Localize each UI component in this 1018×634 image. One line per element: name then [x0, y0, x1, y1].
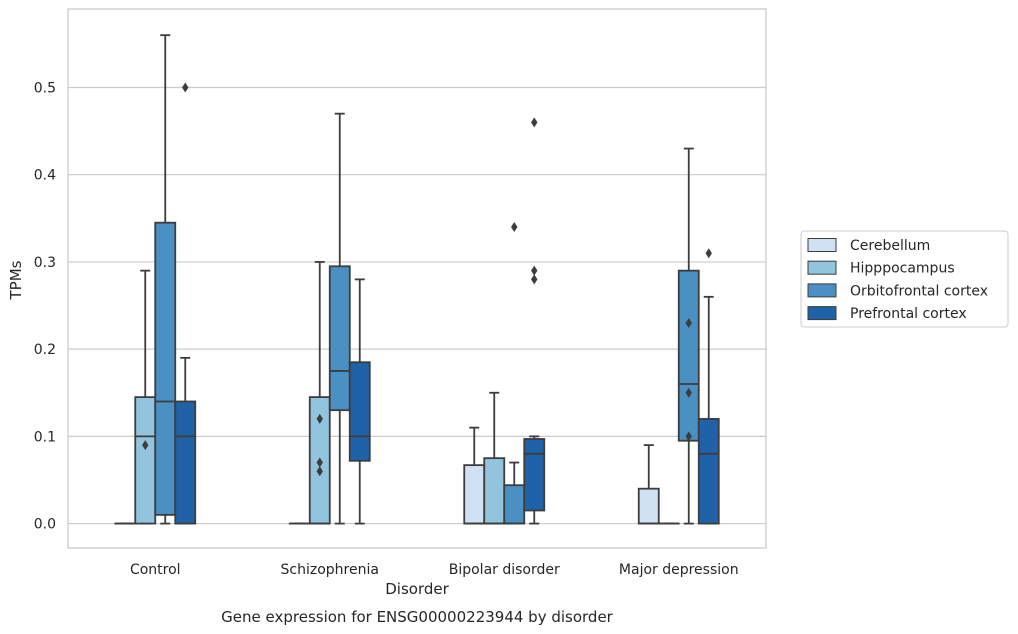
- x-tick-label: Schizophrenia: [281, 562, 379, 578]
- outlier-point: [531, 265, 538, 276]
- outlier-point: [685, 431, 692, 442]
- box-iqr: [154, 221, 177, 516]
- y-axis-ticks: 0.0 0.1 0.2 0.3 0.4 0.5: [34, 80, 56, 532]
- outlier-point: [685, 317, 692, 328]
- outlier-point: [316, 466, 323, 477]
- box-iqr: [328, 265, 351, 412]
- legend-label: Prefrontal cortex: [850, 306, 967, 322]
- outlier-point: [531, 274, 538, 285]
- outlier-point: [705, 248, 712, 259]
- box-orbitofrontal-cortex: [328, 112, 351, 525]
- box-cerebellum: [463, 426, 486, 525]
- outlier-point: [316, 457, 323, 468]
- y-tick-label: 0.2: [34, 342, 56, 358]
- box-prefrontal-cortex: [697, 248, 720, 525]
- box-hipppocampus: [483, 391, 506, 525]
- box-prefrontal-cortex: [348, 278, 371, 525]
- box-iqr: [677, 269, 700, 442]
- legend-swatch: [807, 306, 837, 321]
- x-tick-label: Control: [130, 562, 181, 578]
- box-orbitofrontal-cortex: [154, 34, 177, 525]
- legend-swatch: [807, 260, 837, 275]
- box-orbitofrontal-cortex: [503, 222, 526, 525]
- y-tick-label: 0.4: [34, 168, 56, 184]
- legend-swatch: [807, 283, 837, 298]
- box-iqr: [637, 487, 660, 525]
- y-tick-label: 0.3: [34, 255, 56, 271]
- plot-area-frame: [67, 8, 767, 549]
- box-iqr: [503, 484, 526, 525]
- box-iqr: [483, 457, 506, 525]
- outlier-point: [316, 413, 323, 424]
- box-iqr: [697, 418, 720, 525]
- x-axis-title: Disorder: [385, 580, 449, 598]
- y-tick-label: 0.0: [34, 517, 56, 533]
- x-tick-label: Bipolar disorder: [449, 562, 560, 578]
- box-series: [114, 34, 720, 525]
- x-axis-ticks: Control Schizophrenia Bipolar disorder Majo…: [130, 562, 739, 578]
- box-iqr: [174, 400, 197, 525]
- x-tick-label: Major depression: [619, 562, 739, 578]
- box-iqr: [348, 361, 371, 462]
- outlier-point: [142, 440, 149, 451]
- y-axis-title: TPMs: [7, 260, 25, 300]
- legend: Cerebellum Hipppocampus Orbitofrontal cort…: [800, 230, 1009, 328]
- legend-label: Hipppocampus: [850, 261, 955, 277]
- box-prefrontal-cortex: [523, 117, 546, 525]
- box-iqr: [463, 464, 486, 525]
- legend-label: Cerebellum: [850, 238, 930, 254]
- chart-title: Gene expression for ENSG00000223944 by d…: [221, 608, 614, 626]
- box-iqr: [523, 438, 546, 512]
- box-cerebellum: [637, 444, 660, 525]
- box-hipppocampus: [134, 269, 157, 525]
- outlier-point: [685, 387, 692, 398]
- y-tick-label: 0.5: [34, 80, 56, 96]
- outlier-point: [182, 82, 189, 93]
- box-orbitofrontal-cortex: [677, 147, 700, 525]
- outlier-point: [531, 117, 538, 128]
- legend-frame: [800, 230, 1009, 328]
- y-tick-label: 0.1: [34, 429, 56, 445]
- legend-label: Orbitofrontal cortex: [850, 283, 988, 299]
- box-hipppocampus: [308, 261, 331, 525]
- outlier-point: [511, 222, 518, 233]
- box-iqr: [134, 396, 157, 525]
- legend-swatch: [807, 238, 837, 252]
- box-prefrontal-cortex: [174, 82, 197, 525]
